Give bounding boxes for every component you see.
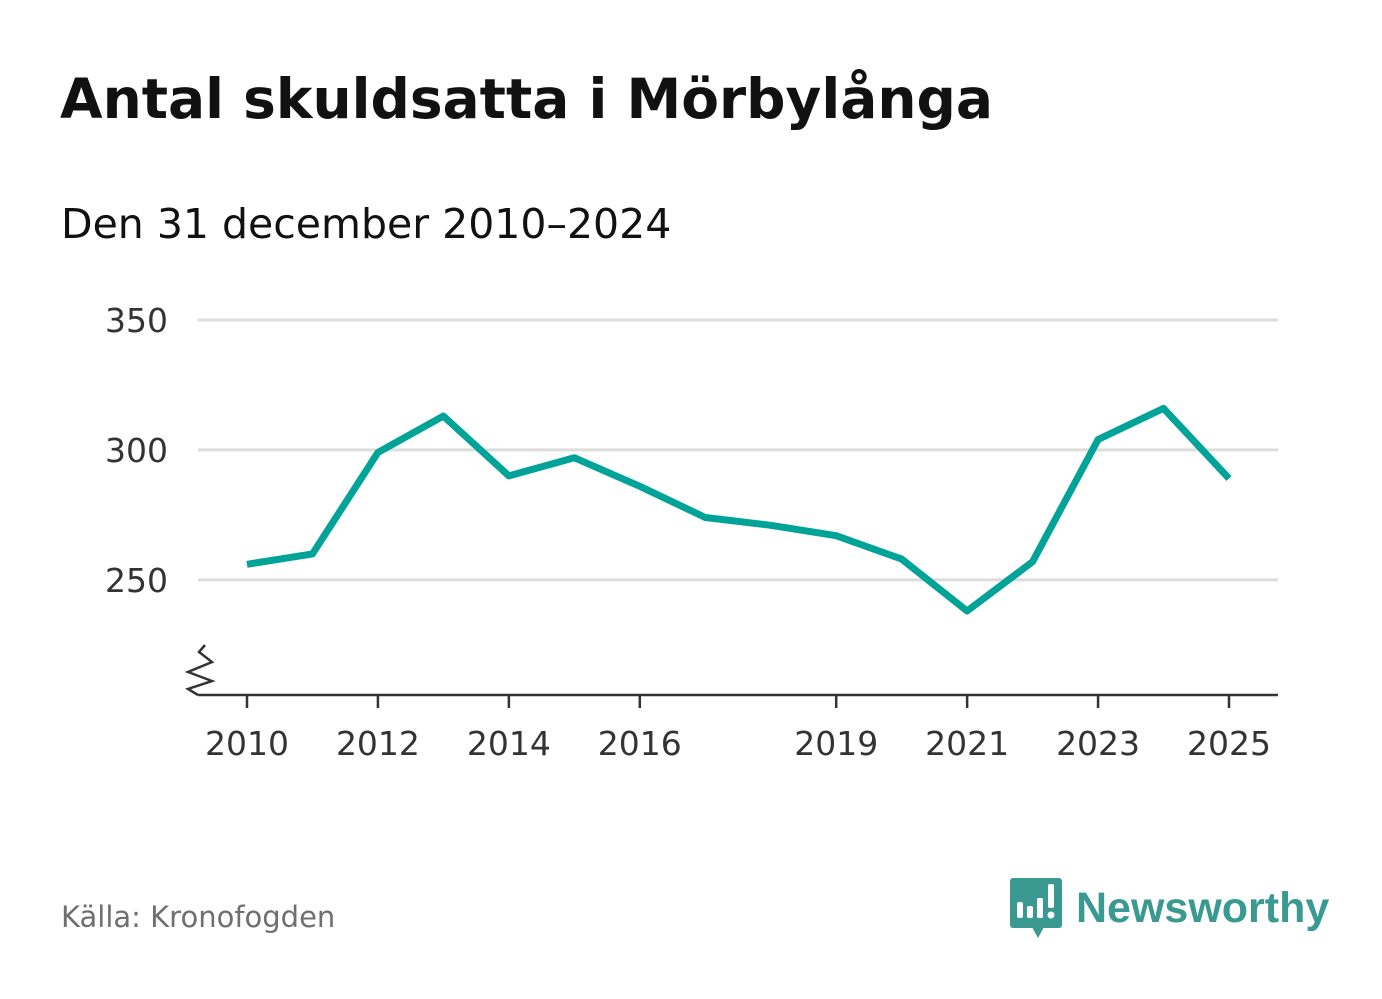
- chart-subtitle: Den 31 december 2010–2024: [61, 200, 672, 248]
- x-axis: [184, 644, 1278, 697]
- series-line: [246, 404, 1232, 615]
- x-tick-label-2019: 2019: [794, 724, 878, 763]
- source-note: Källa: Kronofogden: [61, 900, 336, 934]
- x-tick-label-2025: 2025: [1187, 724, 1271, 763]
- grid-lines: [198, 318, 1278, 582]
- x-tick-label-2012: 2012: [336, 724, 420, 763]
- y-axis-break-icon: [184, 644, 216, 697]
- series-antal-skuldsatta: [246, 404, 1232, 615]
- newsworthy-bar-chart-icon: [1010, 878, 1062, 938]
- y-tick-label-300: 300: [105, 431, 168, 470]
- x-tick-label-2021: 2021: [925, 724, 1009, 763]
- y-tick-label-250: 250: [105, 561, 168, 600]
- x-axis-ticks: 2010 2012 2014 2016 2019 2021 2023 2025: [205, 695, 1271, 763]
- x-tick-label-2010: 2010: [205, 724, 289, 763]
- y-axis-ticks: 250 300 350: [105, 301, 168, 600]
- brand-name: Newsworthy: [1076, 883, 1330, 932]
- x-tick-label-2014: 2014: [467, 724, 551, 763]
- chart-title: Antal skuldsatta i Mörbylånga: [60, 67, 993, 131]
- x-tick-label-2016: 2016: [598, 724, 682, 763]
- y-tick-label-350: 350: [105, 301, 168, 340]
- x-tick-label-2023: 2023: [1056, 724, 1140, 763]
- newsworthy-logo[interactable]: Newsworthy: [1010, 878, 1329, 938]
